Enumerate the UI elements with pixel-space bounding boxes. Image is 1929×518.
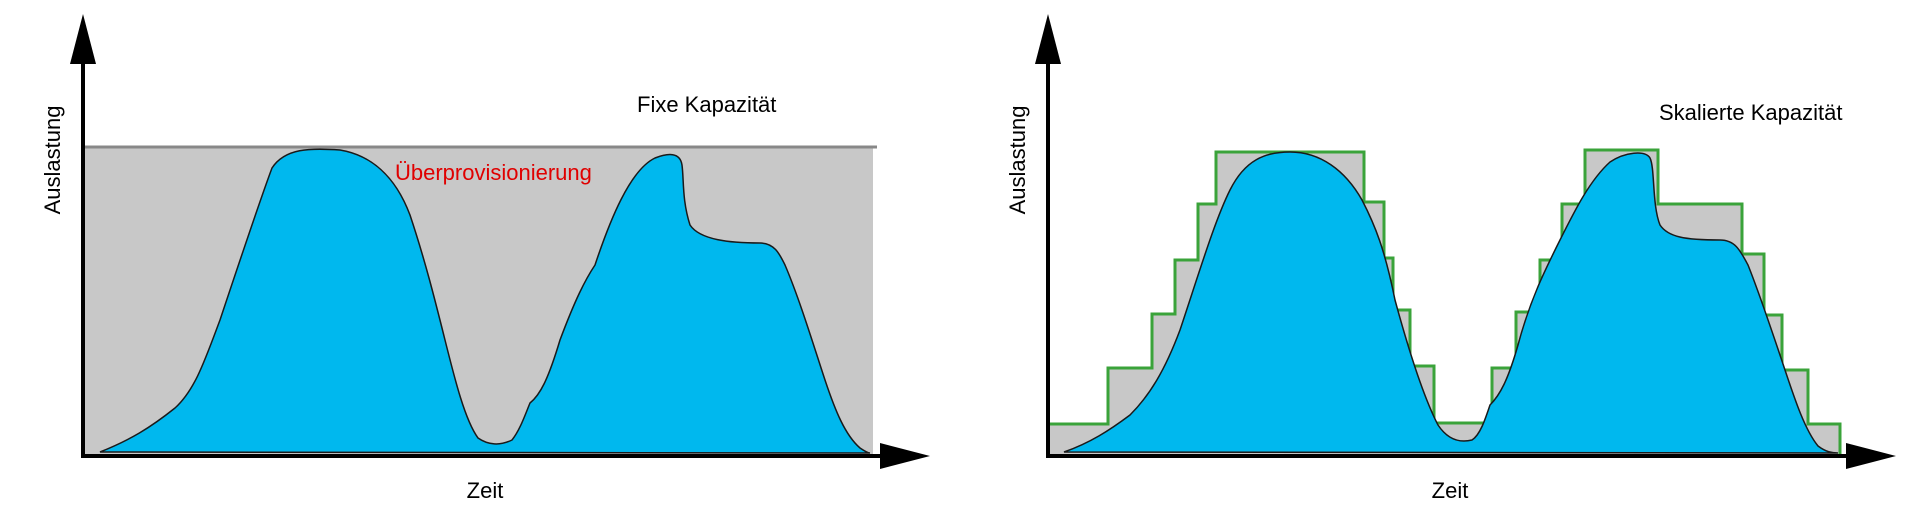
- x-axis-arrow-icon: [880, 443, 930, 469]
- y-axis-label: Auslastung: [40, 106, 65, 215]
- x-axis-label: Zeit: [1432, 478, 1469, 503]
- y-axis-arrow-icon: [1035, 14, 1061, 64]
- y-axis-label: Auslastung: [1005, 106, 1030, 215]
- capacity-label: Skalierte Kapazität: [1659, 100, 1842, 125]
- overprovision-label: Überprovisionierung: [395, 160, 592, 185]
- left-panel: Auslastung Zeit Fixe Kapazität Überprovi…: [40, 14, 930, 503]
- y-axis-arrow-icon: [70, 14, 96, 64]
- right-panel: Auslastung Zeit Skalierte Kapazität: [1005, 14, 1896, 503]
- x-axis-arrow-icon: [1846, 443, 1896, 469]
- capacity-label: Fixe Kapazität: [637, 92, 776, 117]
- x-axis-label: Zeit: [467, 478, 504, 503]
